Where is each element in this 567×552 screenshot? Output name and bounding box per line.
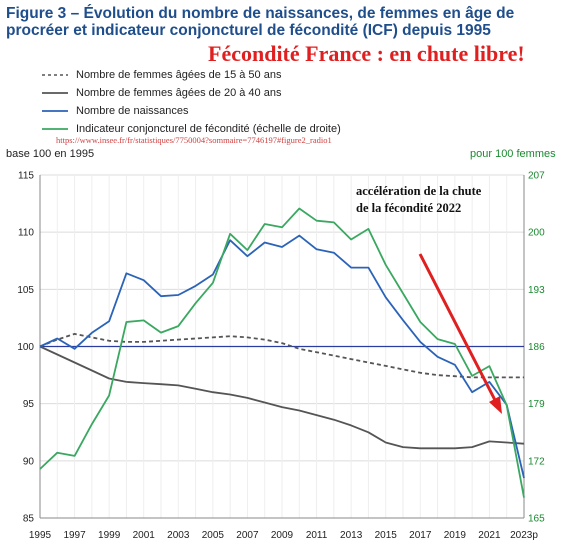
- y-tick-label: 90: [23, 456, 35, 467]
- legend-item-births: Nombre de naissances: [40, 102, 341, 120]
- x-tick-label: 2009: [271, 530, 294, 541]
- headline-overlay: Fécondité France : en chute libre!: [208, 41, 525, 66]
- annotation-arrowhead: [489, 396, 502, 414]
- x-tick-label: 2013: [340, 530, 363, 541]
- x-tick-label: 2021: [478, 530, 501, 541]
- legend-swatch-gray: [42, 92, 68, 94]
- y2-tick-label: 207: [528, 171, 545, 182]
- series-women-20-40: [39, 345, 525, 450]
- y-tick-label: 115: [18, 171, 34, 182]
- y2-tick-label: 172: [528, 456, 545, 467]
- x-tick-label: 2001: [133, 530, 156, 541]
- y2-tick-label: 193: [528, 285, 545, 296]
- legend-item-women-20-40: Nombre de femmes âgées de 20 à 40 ans: [40, 84, 341, 102]
- legend-item-icf: Indicateur conjoncturel de fécondité (éc…: [40, 120, 341, 138]
- x-tick-label: 2019: [444, 530, 467, 541]
- x-tick-label: 2005: [202, 530, 225, 541]
- annotation-text: accélération de la chute de la fécondité…: [356, 184, 482, 215]
- y-tick-label: 85: [23, 514, 35, 525]
- annotation-arrow: [418, 253, 499, 405]
- series-births: [39, 234, 525, 479]
- legend-label: Nombre de femmes âgées de 20 à 40 ans: [76, 87, 282, 99]
- y2-tick-label: 179: [528, 399, 545, 410]
- x-tick-label: 2017: [409, 530, 432, 541]
- x-tick-label: 2011: [306, 530, 328, 541]
- legend-label: Indicateur conjoncturel de fécondité (éc…: [76, 123, 341, 135]
- y-tick-label: 105: [17, 285, 34, 296]
- x-tick-label: 1999: [98, 530, 121, 541]
- series-women-15-50: [39, 332, 524, 379]
- source-url: https://www.insee.fr/fr/statistiques/775…: [56, 135, 332, 145]
- x-tick-label: 1995: [29, 530, 52, 541]
- figure-title: Figure 3 – Évolution du nombre de naissa…: [6, 5, 515, 39]
- y-tick-label: 110: [18, 228, 34, 239]
- x-tick-label: 2023p: [510, 530, 538, 541]
- x-tick-label: 1997: [63, 530, 86, 541]
- legend-label: Nombre de naissances: [76, 105, 189, 117]
- y2-tick-label: 186: [528, 342, 545, 353]
- y-tick-label: 95: [23, 399, 35, 410]
- left-axis-unit: base 100 en 1995: [6, 148, 95, 160]
- y-tick-label: 100: [17, 342, 34, 353]
- x-tick-label: 2007: [236, 530, 259, 541]
- y2-tick-label: 165: [528, 514, 545, 525]
- legend-swatch-green: [42, 128, 68, 130]
- legend-item-women-15-50: Nombre de femmes âgées de 15 à 50 ans: [40, 66, 341, 84]
- legend-swatch-blue: [42, 110, 68, 112]
- x-tick-label: 2015: [375, 530, 398, 541]
- legend-label: Nombre de femmes âgées de 15 à 50 ans: [76, 69, 282, 81]
- right-axis-unit: pour 100 femmes: [470, 148, 556, 160]
- legend: Nombre de femmes âgées de 15 à 50 ans No…: [40, 66, 341, 138]
- x-tick-label: 2003: [167, 530, 190, 541]
- legend-swatch-dashed: [42, 74, 68, 76]
- series-icf: [39, 207, 525, 498]
- y2-tick-label: 200: [528, 228, 545, 239]
